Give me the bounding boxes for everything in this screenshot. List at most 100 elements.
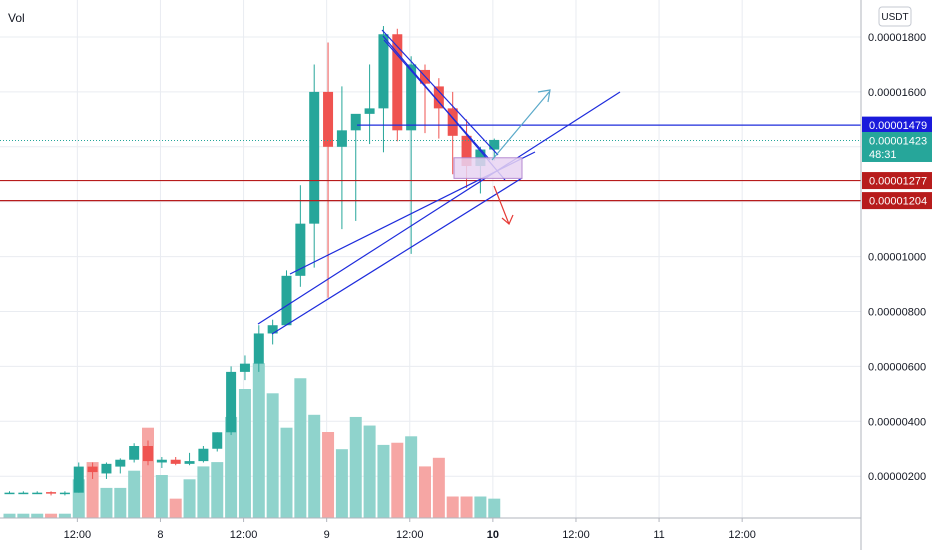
x-tick-label: 11 xyxy=(653,529,664,541)
candle-body xyxy=(143,446,153,462)
candle-body xyxy=(101,463,112,474)
volume-bar xyxy=(391,442,404,518)
candle-body xyxy=(115,459,126,467)
countdown-label: 48:31 xyxy=(869,149,897,161)
price-tag-label: 0.00001277 xyxy=(869,176,927,188)
bearish-arrow-shaft[interactable] xyxy=(493,185,510,225)
volume-bar xyxy=(349,416,362,518)
volume-bar xyxy=(432,457,445,518)
candle-body xyxy=(309,91,320,224)
candle[interactable] xyxy=(129,443,140,463)
candle[interactable] xyxy=(323,42,334,298)
candle-body xyxy=(253,333,264,364)
candle-body xyxy=(295,223,306,276)
trendline-down-c[interactable] xyxy=(383,39,491,161)
candle-body xyxy=(323,91,334,147)
candle-body xyxy=(267,325,278,334)
currency-badge[interactable]: USDT xyxy=(878,6,912,27)
bullish-arrow-head[interactable] xyxy=(537,89,551,103)
candle[interactable] xyxy=(433,78,444,139)
volume-bar xyxy=(377,444,390,518)
y-tick-label: 0.00001600 xyxy=(868,87,926,99)
candle-body xyxy=(46,492,57,494)
candle[interactable] xyxy=(101,462,112,479)
candle[interactable] xyxy=(4,491,15,495)
volume-bar xyxy=(419,466,431,518)
candle[interactable] xyxy=(18,491,29,495)
price-tag-red: 0.00001204 xyxy=(862,192,932,210)
bearish-arrow-head[interactable] xyxy=(501,214,514,225)
candle[interactable] xyxy=(46,491,57,496)
horizontal-levels[interactable] xyxy=(0,124,861,202)
price-tag-blue: 0.00001479 xyxy=(862,116,932,134)
candle[interactable] xyxy=(59,491,70,496)
candle-body xyxy=(336,130,347,147)
volume-bar xyxy=(128,470,141,518)
candle-body xyxy=(364,108,375,114)
bullish-arrow-shaft[interactable] xyxy=(491,90,551,161)
volume-bar xyxy=(86,462,99,518)
candle[interactable] xyxy=(87,462,98,479)
volume-bar xyxy=(474,496,487,518)
candle-body xyxy=(406,64,417,131)
trendline-down-a[interactable] xyxy=(381,29,499,156)
candle[interactable] xyxy=(253,325,264,372)
candle-body xyxy=(87,466,98,473)
candle-body xyxy=(239,363,250,372)
target-zone-box[interactable] xyxy=(453,157,523,179)
volume-bar xyxy=(114,487,127,518)
candle-body xyxy=(18,492,29,495)
volume-bar xyxy=(238,389,251,518)
candle[interactable] xyxy=(32,491,43,495)
candle[interactable] xyxy=(364,64,375,145)
candle[interactable] xyxy=(378,26,389,153)
y-tick-label: 0.00000600 xyxy=(868,361,926,373)
candle[interactable] xyxy=(143,440,153,466)
volume-bar xyxy=(225,416,238,518)
price-tag-box xyxy=(862,192,932,210)
candle[interactable] xyxy=(281,270,292,326)
y-tick-label: 0.00000200 xyxy=(868,471,926,483)
candle[interactable] xyxy=(420,64,430,134)
volume-bar xyxy=(211,462,224,518)
x-tick-label: 12:00 xyxy=(396,529,424,541)
trendline-lower[interactable] xyxy=(271,177,523,335)
volume-bar xyxy=(197,466,210,518)
candle[interactable] xyxy=(212,432,223,452)
candle[interactable] xyxy=(392,28,403,142)
candle[interactable] xyxy=(267,319,278,345)
volume-label: Vol xyxy=(8,11,25,25)
candle[interactable] xyxy=(309,64,320,268)
candle[interactable] xyxy=(198,446,209,463)
volume-bar xyxy=(280,427,293,518)
candle[interactable] xyxy=(295,185,306,287)
volume-bar xyxy=(45,513,58,518)
trend-drawings[interactable] xyxy=(257,29,621,335)
candle[interactable] xyxy=(170,456,181,466)
price-tag-label: 0.00001479 xyxy=(869,120,927,132)
candle[interactable] xyxy=(239,355,250,381)
candle[interactable] xyxy=(350,113,361,221)
y-tick-label: 0.00001800 xyxy=(868,32,926,44)
x-tick-label: 12:00 xyxy=(728,529,756,541)
candle[interactable] xyxy=(156,456,167,468)
candle[interactable] xyxy=(336,86,347,230)
candle[interactable] xyxy=(226,366,237,436)
volume-bar xyxy=(363,425,376,518)
volume-bar xyxy=(294,378,307,518)
candle-body xyxy=(392,34,403,131)
price-tag-box xyxy=(862,131,932,162)
y-tick-label: 0.00001000 xyxy=(868,252,926,264)
candle[interactable] xyxy=(73,462,84,493)
candlesticks[interactable] xyxy=(4,26,500,496)
volume-bar xyxy=(335,449,348,518)
candle-body xyxy=(32,492,43,495)
candle[interactable] xyxy=(115,458,126,474)
price-tag-label: 0.00001423 xyxy=(869,135,927,147)
trendline-upper[interactable] xyxy=(257,91,621,325)
candle[interactable] xyxy=(406,56,417,254)
price-tag-red: 0.00001277 xyxy=(862,172,932,190)
candle[interactable] xyxy=(184,452,195,466)
